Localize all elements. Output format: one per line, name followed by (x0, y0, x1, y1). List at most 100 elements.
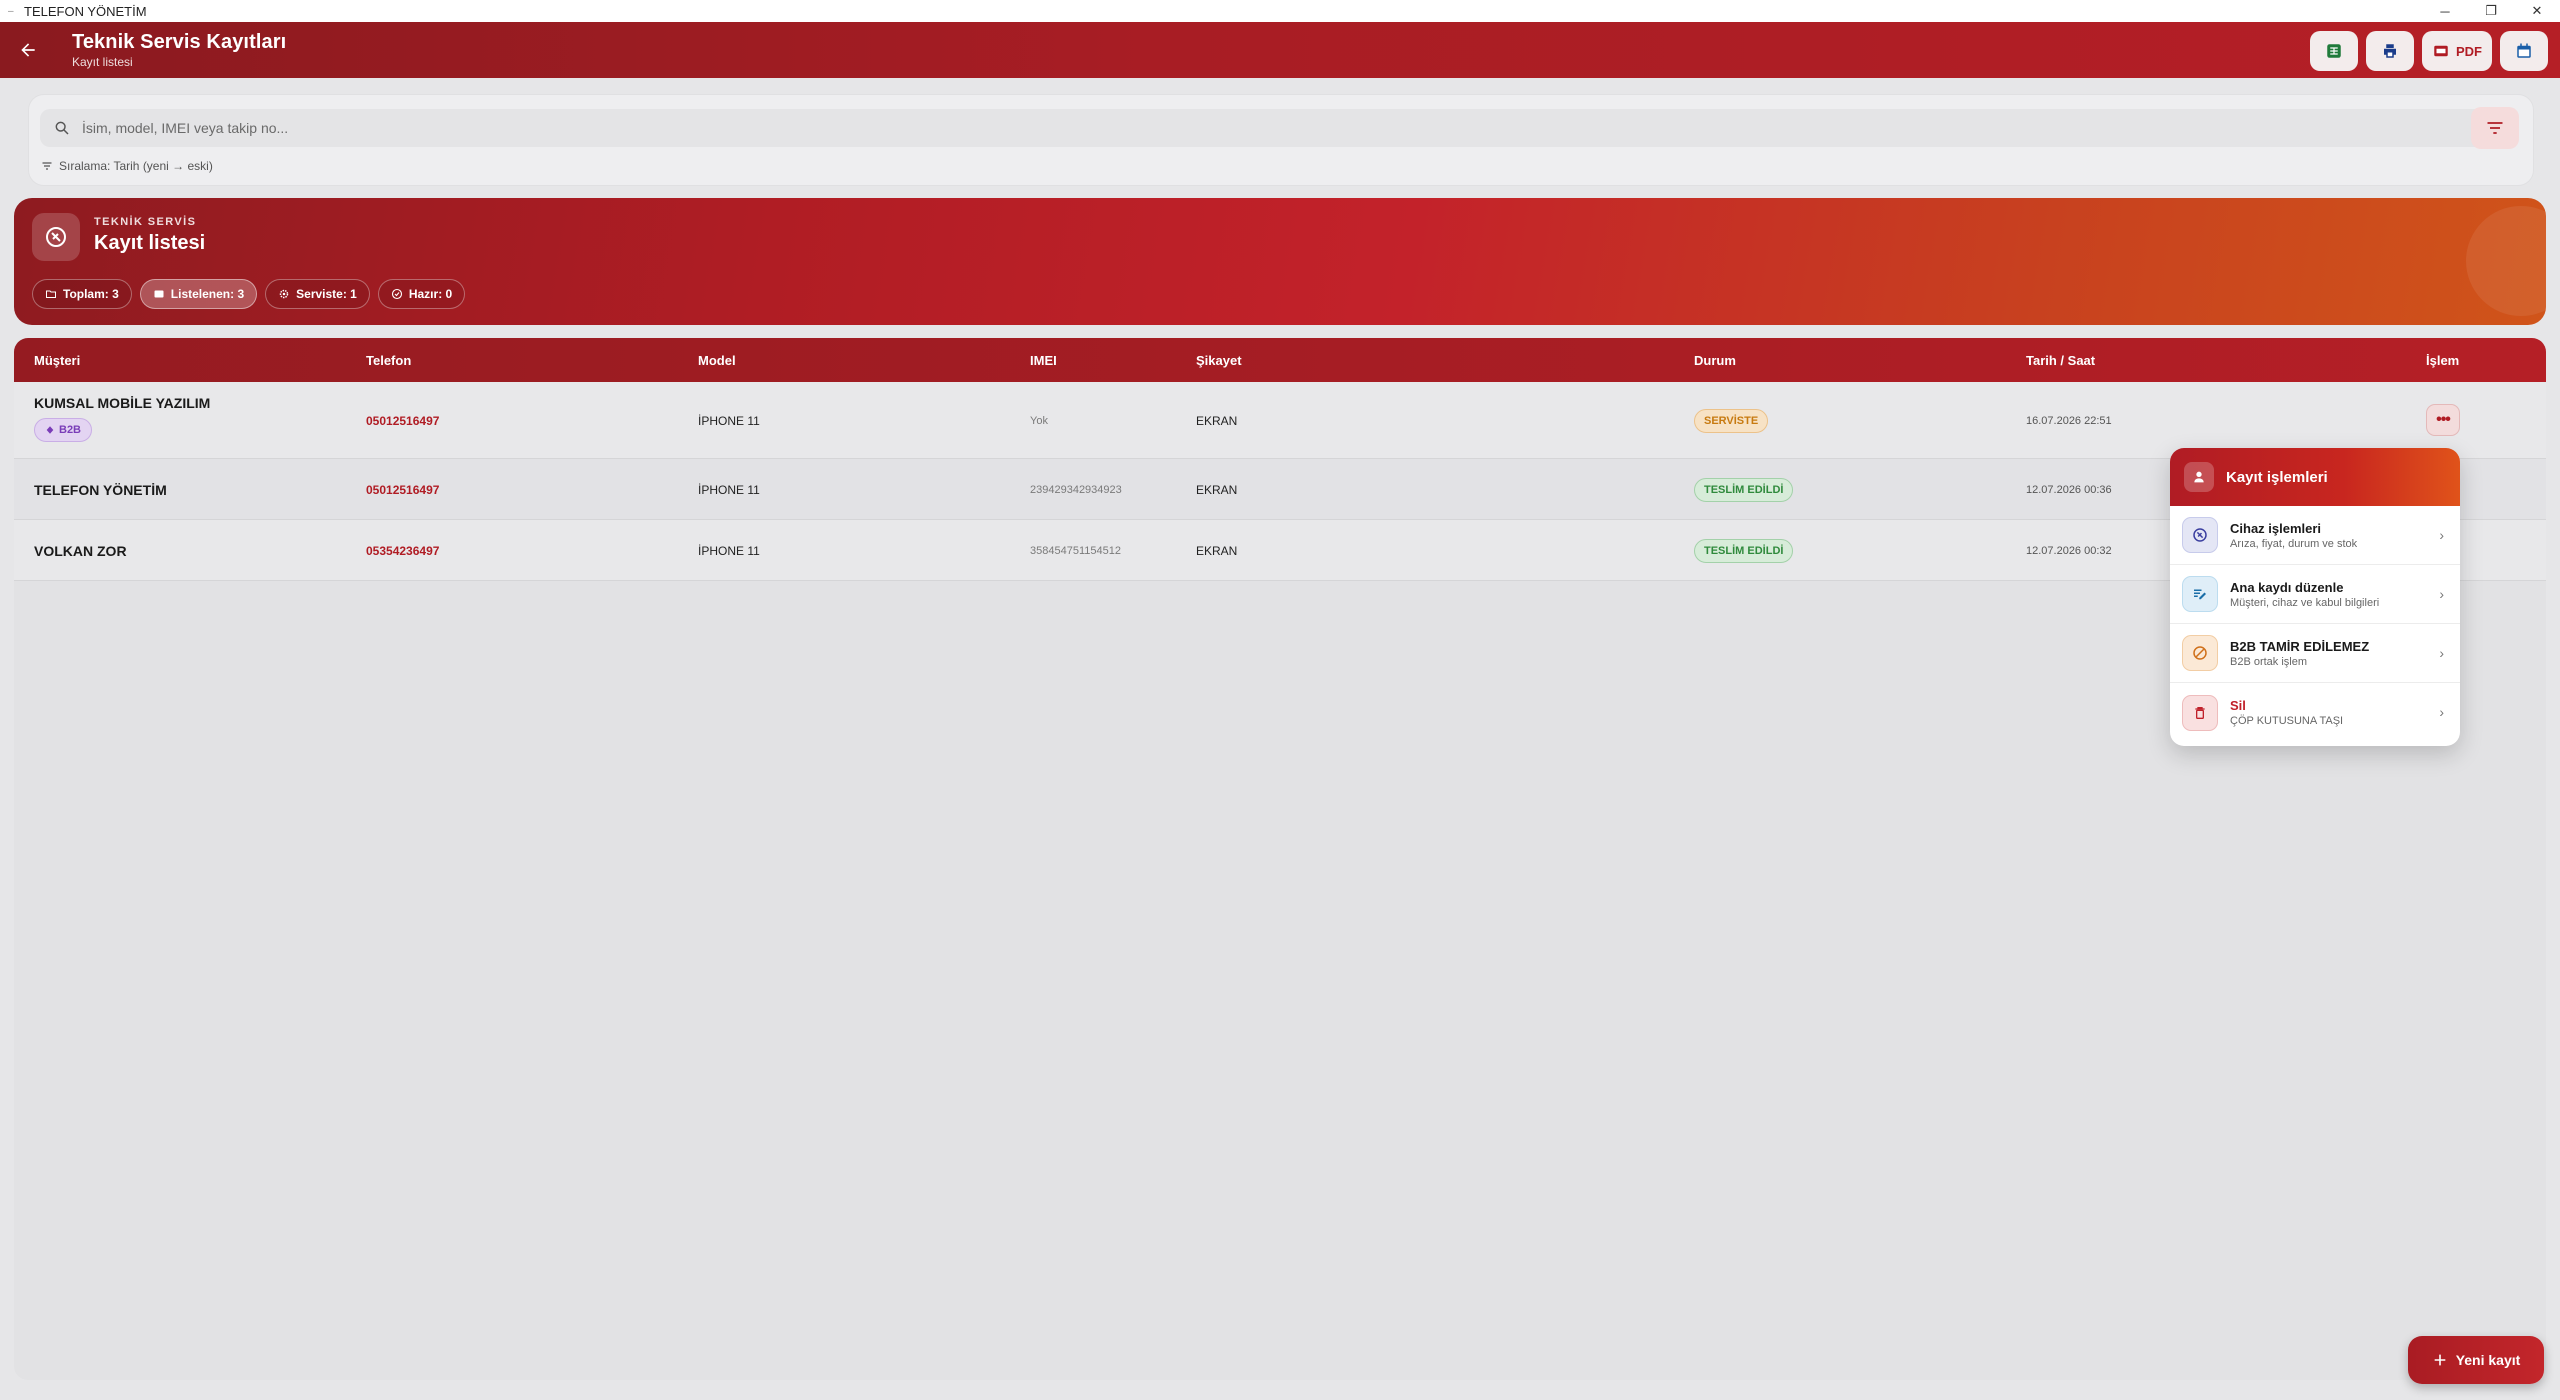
datetime-value: 12.07.2026 00:36 (2026, 483, 2112, 496)
plus-icon (2434, 1354, 2446, 1366)
menu-header: Kayıt işlemleri (2170, 448, 2460, 506)
status-cell: SERVİSTE (1694, 382, 1769, 459)
pdf-icon (2434, 45, 2448, 57)
menu-item-title: Cihaz işlemleri (2230, 520, 2322, 536)
banner-title: Kayıt listesi (94, 232, 206, 254)
col-phone[interactable]: Telefon (366, 352, 412, 368)
menu-item-b2b-unrepairable[interactable]: B2B TAMİR EDİLEMEZ B2B ortak işlem › (2170, 624, 2460, 683)
print-button[interactable] (2366, 31, 2414, 71)
printer-icon (2384, 44, 2396, 58)
app-bar: Teknik Servis Kayıtları Kayıt listesi PD… (0, 22, 2560, 78)
imei-value: 239429342934923 (1030, 483, 1122, 496)
chip-total[interactable]: Toplam: 3 (32, 279, 132, 309)
col-action: İşlem (2426, 352, 2460, 368)
status-cell: TESLİM EDİLDİ (1694, 459, 1794, 520)
block-icon (2193, 646, 2207, 660)
chip-ready[interactable]: Hazır: 0 (377, 279, 466, 309)
new-record-button[interactable]: Yeni kayıt (2408, 1336, 2544, 1384)
table-header: Müşteri Telefon Model IMEI Şikayet Durum… (14, 338, 2546, 382)
close-button[interactable]: ✕ (2531, 3, 2543, 18)
chevron-right-icon: › (2439, 527, 2444, 543)
row-more-button[interactable]: ••• (2426, 404, 2460, 436)
sort-indicator: Sıralama: Tarih (yeni → eski) (41, 159, 213, 173)
col-status[interactable]: Durum (1694, 352, 1736, 368)
customer-name: VOLKAN ZOR (34, 542, 127, 559)
excel-export-button[interactable] (2310, 31, 2358, 71)
window-titlebar: – TELEFON YÖNETİM ─ ❐ ✕ (0, 0, 2560, 22)
sort-filter-button[interactable] (2471, 107, 2519, 149)
menu-item-delete[interactable]: Sil ÇÖP KUTUSUNA TAŞI › (2170, 683, 2460, 742)
complaint-text: EKRAN (1196, 413, 1238, 428)
chip-ready-label: Hazır: 0 (408, 287, 453, 301)
chip-in-service-label: Serviste: 1 (296, 287, 357, 301)
list-icon (154, 290, 164, 298)
menu-item-title: Sil (2230, 698, 2246, 713)
new-record-label: Yeni kayıt (2455, 1352, 2521, 1368)
calendar-button[interactable] (2500, 31, 2548, 71)
excel-icon (2327, 44, 2341, 58)
gear-icon (279, 289, 289, 299)
col-complaint[interactable]: Şikayet (1196, 352, 1242, 368)
col-customer[interactable]: Müşteri (34, 352, 81, 368)
chip-in-service[interactable]: Serviste: 1 (265, 279, 370, 309)
menu-item-title: B2B TAMİR EDİLEMEZ (2230, 638, 2370, 654)
back-button[interactable] (0, 22, 56, 78)
col-model[interactable]: Model (698, 352, 736, 368)
menu-item-subtitle: Arıza, fiyat, durum ve stok (2230, 537, 2358, 550)
menu-item-subtitle: ÇÖP KUTUSUNA TAŞI (2230, 715, 2344, 727)
customer-name: KUMSAL MOBİLE YAZILIM (34, 395, 211, 411)
chevron-right-icon: › (2439, 645, 2444, 661)
chip-total-label: Toplam: 3 (63, 287, 119, 301)
menu-item-subtitle: B2B ortak işlem (2230, 655, 2308, 668)
phone-number: 05012516497 (366, 413, 440, 428)
customer-name: TELEFON YÖNETİM (34, 481, 167, 498)
table-row[interactable]: VOLKAN ZOR 05354236497 İPHONE 11 3584547… (14, 520, 2546, 581)
diamond-icon (46, 426, 54, 434)
pdf-label: PDF (2456, 43, 2482, 59)
minimize-button[interactable]: ─ (2440, 3, 2450, 19)
sort-icon (2487, 122, 2503, 134)
status-cell: TESLİM EDİLDİ (1694, 520, 1794, 581)
wrench-icon (2193, 528, 2207, 542)
search-box[interactable] (40, 109, 2490, 147)
wrench-icon (46, 227, 66, 247)
folder-icon (46, 290, 56, 298)
menu-item-device-ops[interactable]: Cihaz işlemleri Arıza, fiyat, durum ve s… (2170, 506, 2460, 565)
menu-item-title: Ana kaydı düzenle (2230, 579, 2344, 595)
banner-icon-box (32, 213, 80, 261)
pdf-export-button[interactable]: PDF (2422, 31, 2492, 71)
col-datetime[interactable]: Tarih / Saat (2026, 352, 2096, 368)
menu-icon-box (2182, 694, 2218, 731)
menu-icon-box (2182, 635, 2218, 671)
banner-kicker: TEKNİK SERVİS (94, 216, 197, 228)
calendar-icon (2517, 43, 2531, 58)
check-circle-icon (391, 288, 402, 300)
restore-button[interactable]: ❐ (2485, 3, 2497, 18)
user-icon (2194, 471, 2204, 483)
col-imei[interactable]: IMEI (1030, 352, 1057, 368)
menu-title: Kayıt işlemleri (2226, 468, 2328, 486)
trash-icon (2195, 706, 2205, 719)
search-input[interactable] (82, 120, 2442, 136)
device-model: İPHONE 11 (698, 482, 760, 497)
decorative-circle (2466, 206, 2546, 316)
menu-item-edit-record[interactable]: Ana kaydı düzenle Müşteri, cihaz ve kabu… (2170, 565, 2460, 624)
table-rows: KUMSAL MOBİLE YAZILIM B2B 05012516497 İP… (14, 382, 2546, 581)
sort-label: Sıralama: Tarih (yeni → eski) (59, 159, 213, 173)
b2b-badge: B2B (34, 418, 93, 442)
filter-lines-icon (42, 162, 52, 170)
chevron-right-icon: › (2439, 704, 2444, 720)
complaint-text: EKRAN (1196, 543, 1238, 558)
table-row[interactable]: TELEFON YÖNETİM 05012516497 İPHONE 11 23… (14, 459, 2546, 520)
imei-value: Yok (1030, 414, 1048, 427)
window-title: TELEFON YÖNETİM (24, 3, 147, 19)
complaint-text: EKRAN (1196, 482, 1238, 497)
table-row[interactable]: KUMSAL MOBİLE YAZILIM B2B 05012516497 İP… (14, 382, 2546, 459)
menu-icon-box (2182, 517, 2218, 553)
menu-header-icon-box (2184, 462, 2214, 492)
chip-listed-label: Listelenen: 3 (170, 287, 245, 301)
datetime-value: 16.07.2026 22:51 (2026, 414, 2112, 427)
device-model: İPHONE 11 (698, 543, 760, 558)
chip-listed[interactable]: Listelenen: 3 (139, 279, 258, 309)
datetime-value: 12.07.2026 00:32 (2026, 544, 2112, 557)
